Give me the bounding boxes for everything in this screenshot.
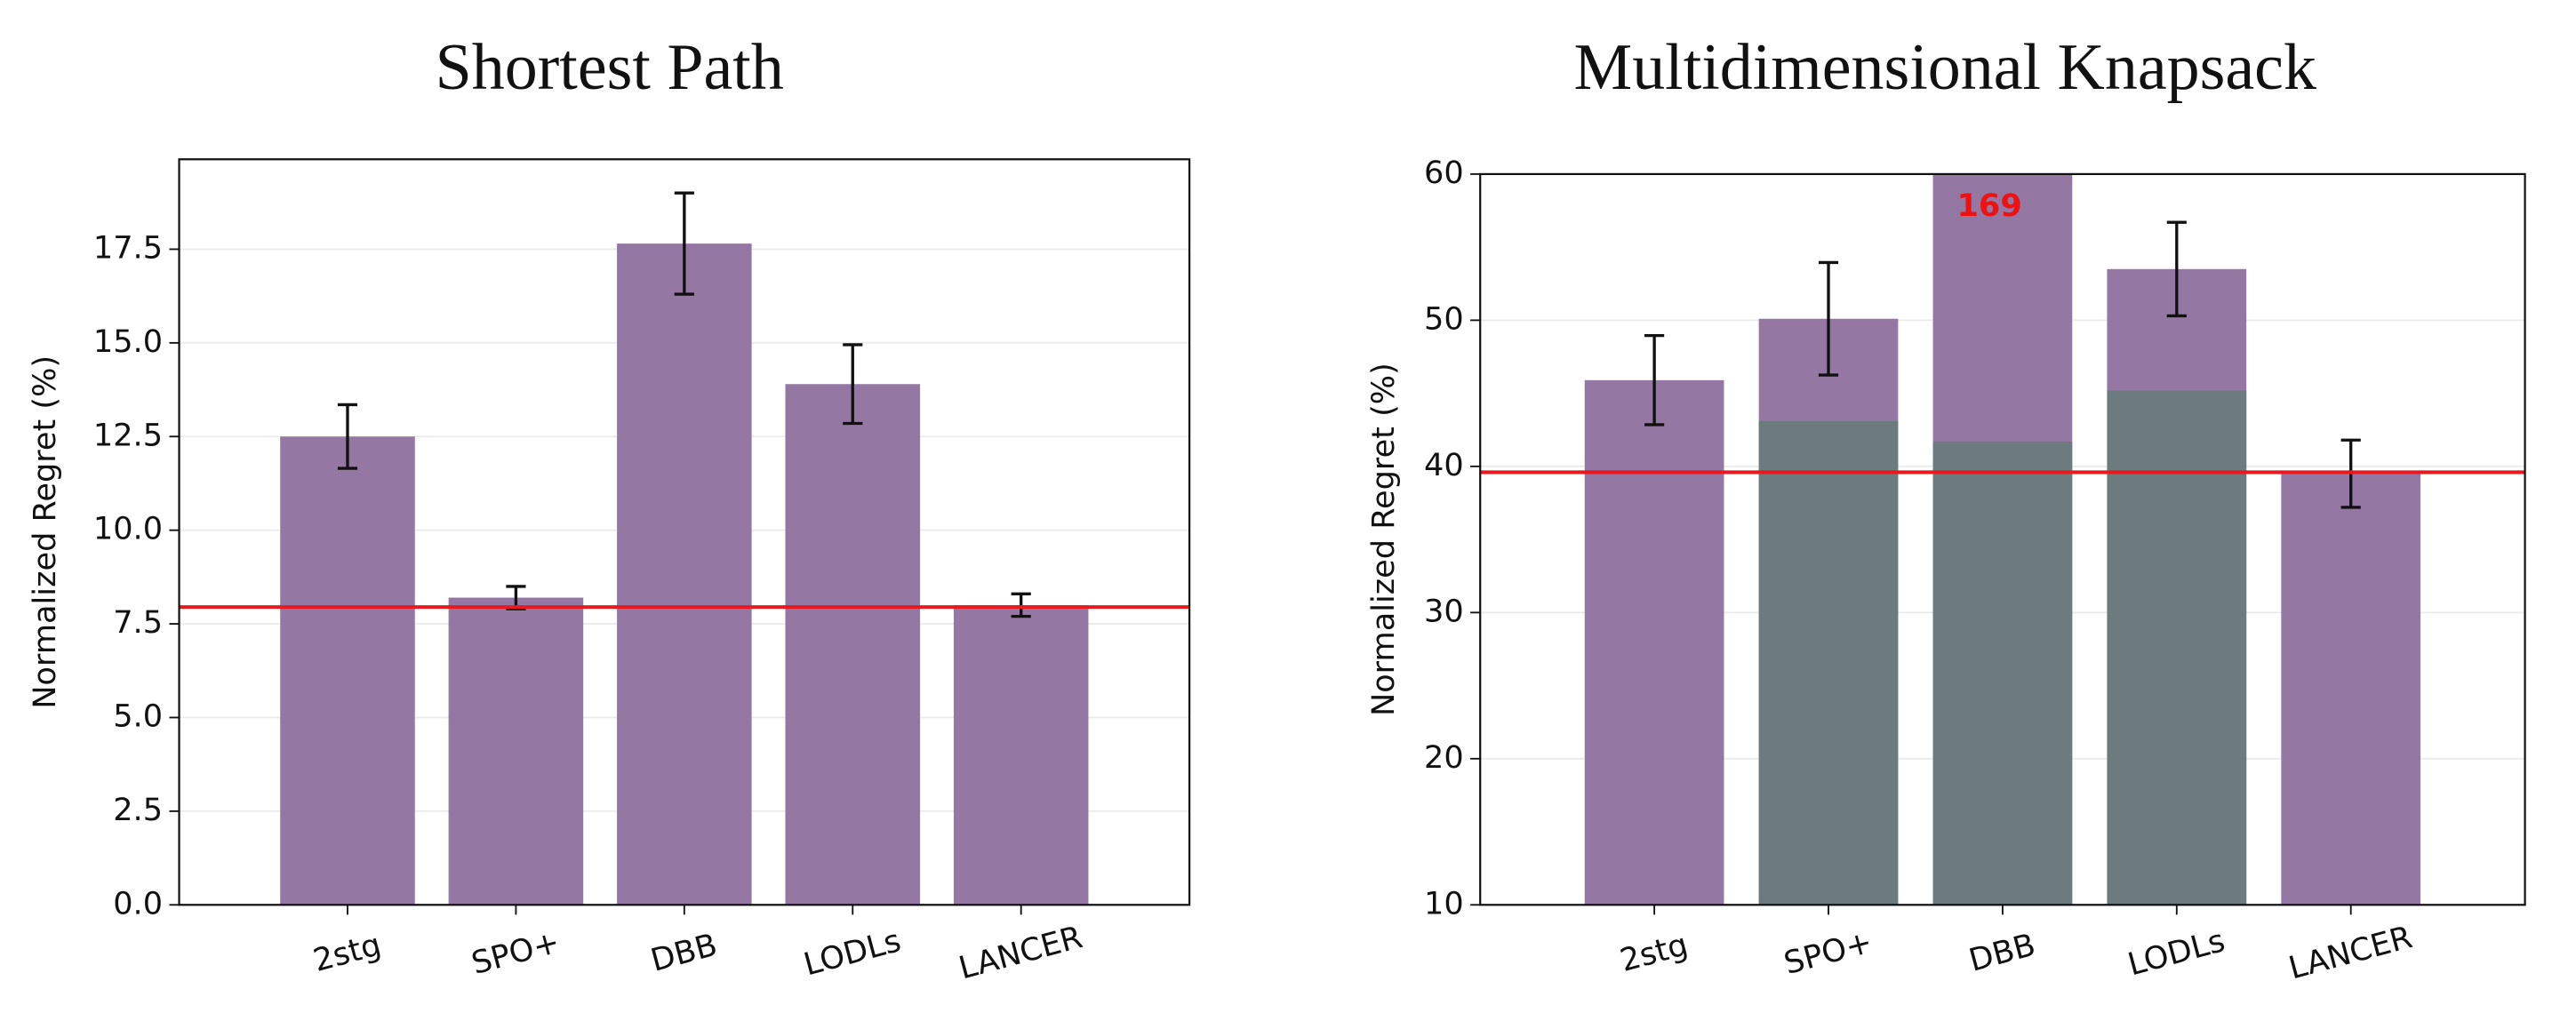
plot-area xyxy=(280,243,1089,905)
x-tick-label: DBB xyxy=(647,927,721,979)
bar xyxy=(953,604,1089,905)
bar xyxy=(2107,390,2247,905)
bar xyxy=(448,597,584,905)
bar xyxy=(1932,441,2073,905)
y-tick-label: 17.5 xyxy=(93,229,163,266)
y-tick-label: 50 xyxy=(1424,300,1464,337)
bar xyxy=(1584,379,1724,905)
y-tick-label: 12.5 xyxy=(93,417,163,453)
bar xyxy=(2281,474,2421,905)
plot-area xyxy=(1584,173,2421,905)
value-label: 169 xyxy=(1956,187,2021,224)
x-tick-label: LANCER xyxy=(2285,919,2417,986)
y-tick-label: 30 xyxy=(1424,593,1464,629)
error-bar xyxy=(1644,333,1665,427)
bar xyxy=(1758,420,1899,905)
x-tick-label: SPO+ xyxy=(1780,923,1876,982)
y-tick-label: 10.0 xyxy=(93,511,163,547)
bar xyxy=(785,384,921,905)
y-tick-label: 10 xyxy=(1424,885,1464,921)
x-tick-label: 2stg xyxy=(309,927,385,979)
error-bar xyxy=(674,191,694,296)
x-tick-label: LANCER xyxy=(956,919,1087,986)
x-tick-label: SPO+ xyxy=(468,923,564,982)
y-tick-label: 60 xyxy=(1424,155,1464,191)
y-tick-label: 5.0 xyxy=(113,698,163,734)
y-tick-label: 2.5 xyxy=(113,792,163,828)
error-bar xyxy=(1011,592,1031,618)
error-bar xyxy=(843,343,863,426)
y-tick-label: 40 xyxy=(1424,447,1464,483)
y-tick-label: 15.0 xyxy=(93,323,163,360)
error-bar xyxy=(2166,220,2187,318)
chart-title: Multidimensional Knapsack xyxy=(1574,30,2316,103)
bar xyxy=(617,243,752,905)
y-tick-label: 20 xyxy=(1424,739,1464,776)
error-bar xyxy=(506,585,526,610)
bar xyxy=(280,436,415,905)
x-tick-label: DBB xyxy=(1965,927,2039,979)
error-bar xyxy=(1818,260,1839,377)
y-tick-label: 0.0 xyxy=(113,885,163,921)
chart-title: Shortest Path xyxy=(436,30,784,103)
y-axis-label: Normalized Regret (%) xyxy=(1365,363,1402,716)
x-tick-label: 2stg xyxy=(1616,927,1692,979)
x-tick-label: LODLs xyxy=(800,922,905,983)
error-bar xyxy=(337,403,358,470)
y-tick-label: 7.5 xyxy=(113,604,163,641)
y-axis-label: Normalized Regret (%) xyxy=(27,355,63,709)
x-tick-label: LODLs xyxy=(2124,922,2229,983)
